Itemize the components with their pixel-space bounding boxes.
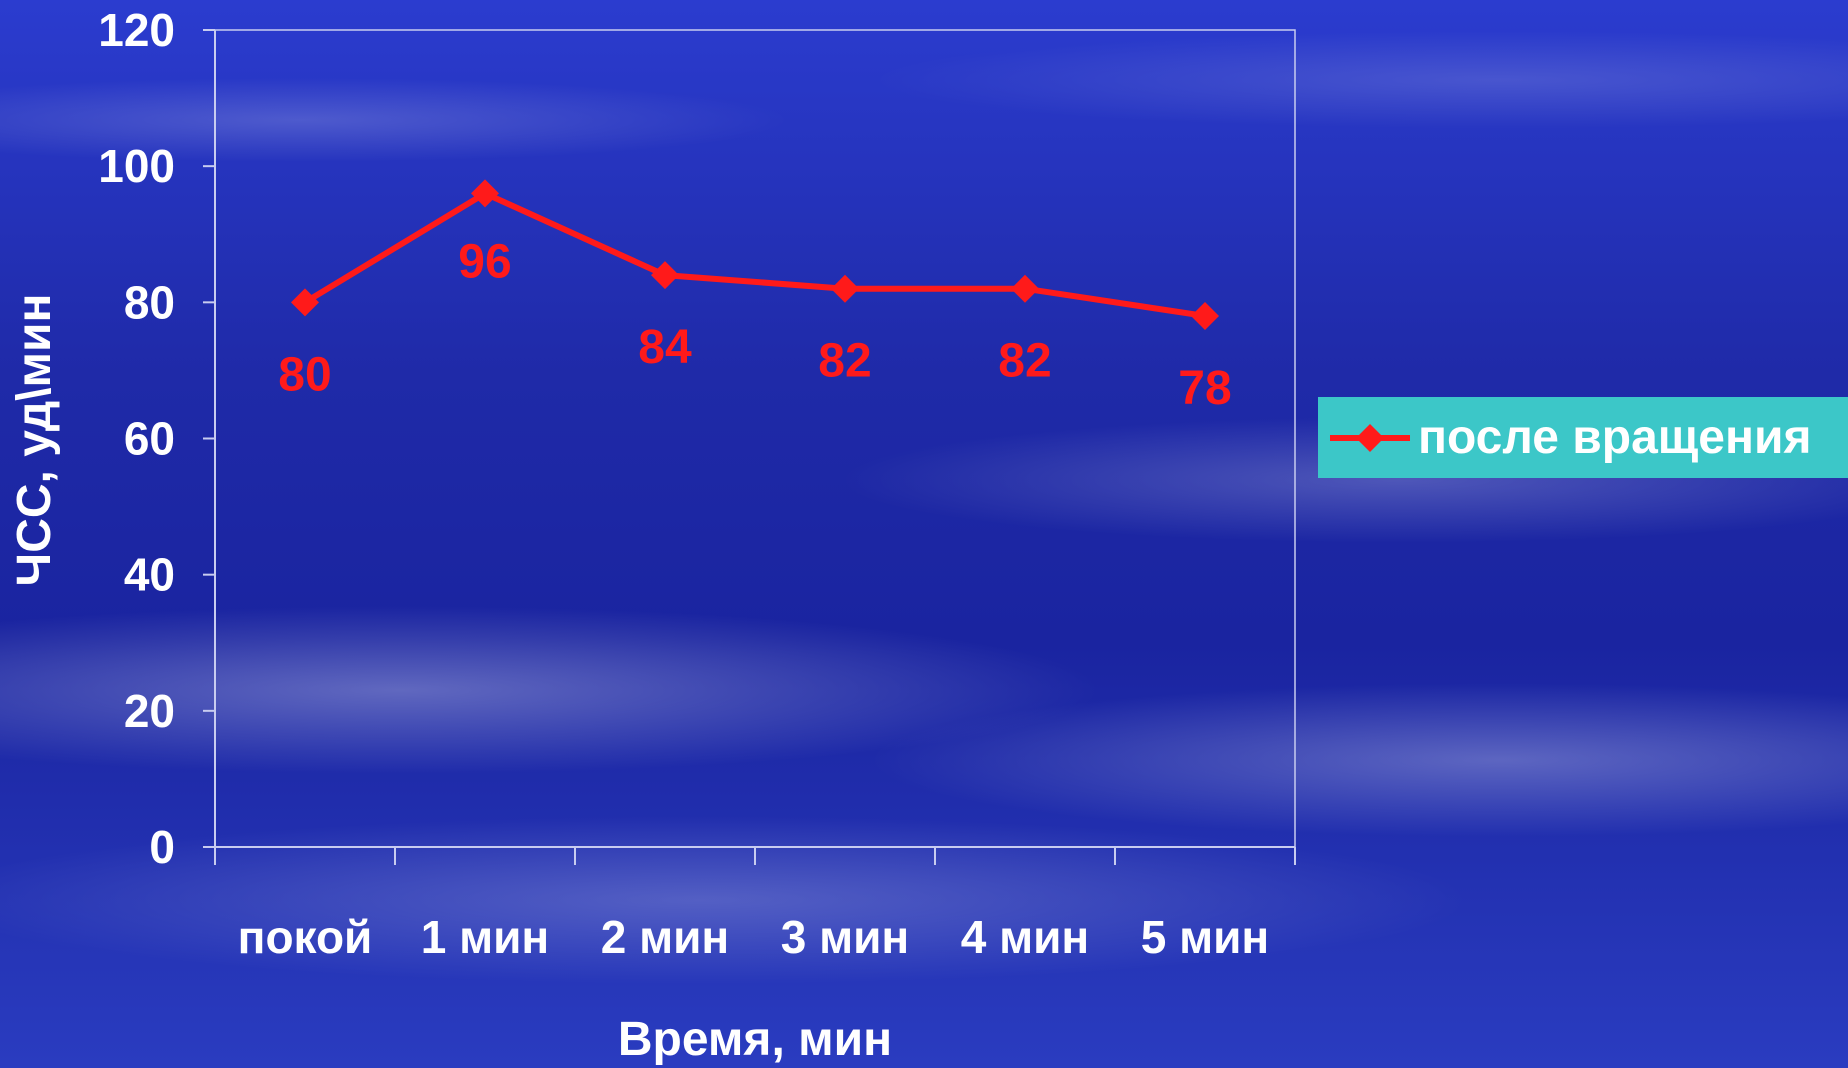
data-label: 80 xyxy=(278,348,331,401)
y-axis-ticks: 0 20 40 60 80 100 120 xyxy=(98,4,216,873)
data-point xyxy=(1191,301,1219,330)
data-label: 82 xyxy=(998,335,1051,388)
data-label: 82 xyxy=(818,335,871,388)
legend-series-label: после вращения xyxy=(1418,411,1812,464)
x-axis-title: Время, мин xyxy=(618,1013,892,1066)
data-point xyxy=(471,179,499,208)
data-labels: 80 96 84 82 82 78 xyxy=(278,235,1231,415)
y-tick-label: 40 xyxy=(124,549,175,601)
plot-border xyxy=(214,29,1296,848)
x-tick-label: 3 мин xyxy=(781,911,909,963)
series-layer xyxy=(291,179,1219,330)
x-tick-label: 5 мин xyxy=(1141,911,1269,963)
y-tick-label: 120 xyxy=(98,4,175,56)
plot-area xyxy=(214,29,1296,848)
data-point xyxy=(651,261,679,290)
y-axis-title: ЧСС, уд\мин xyxy=(8,293,61,586)
legend: после вращения xyxy=(1318,397,1848,478)
y-tick-label: 0 xyxy=(149,821,175,873)
data-label: 78 xyxy=(1178,362,1231,415)
x-tick-label: 2 мин xyxy=(601,911,729,963)
data-point xyxy=(831,274,859,303)
y-tick-label: 100 xyxy=(98,140,175,192)
data-point xyxy=(1011,274,1039,303)
y-tick-label: 20 xyxy=(124,685,175,737)
x-axis-ticks: покой 1 мин 2 мин 3 мин 4 мин 5 мин xyxy=(214,846,1296,963)
x-tick-label: 1 мин xyxy=(421,911,549,963)
x-tick-label: покой xyxy=(238,911,373,963)
data-label: 96 xyxy=(458,235,511,288)
data-label: 84 xyxy=(638,321,692,374)
y-tick-label: 80 xyxy=(124,276,175,328)
series-line xyxy=(303,190,1206,319)
legend-series-marker xyxy=(1330,423,1410,452)
data-point xyxy=(291,288,319,317)
x-tick-label: 4 мин xyxy=(961,911,1089,963)
y-tick-label: 60 xyxy=(124,413,175,465)
